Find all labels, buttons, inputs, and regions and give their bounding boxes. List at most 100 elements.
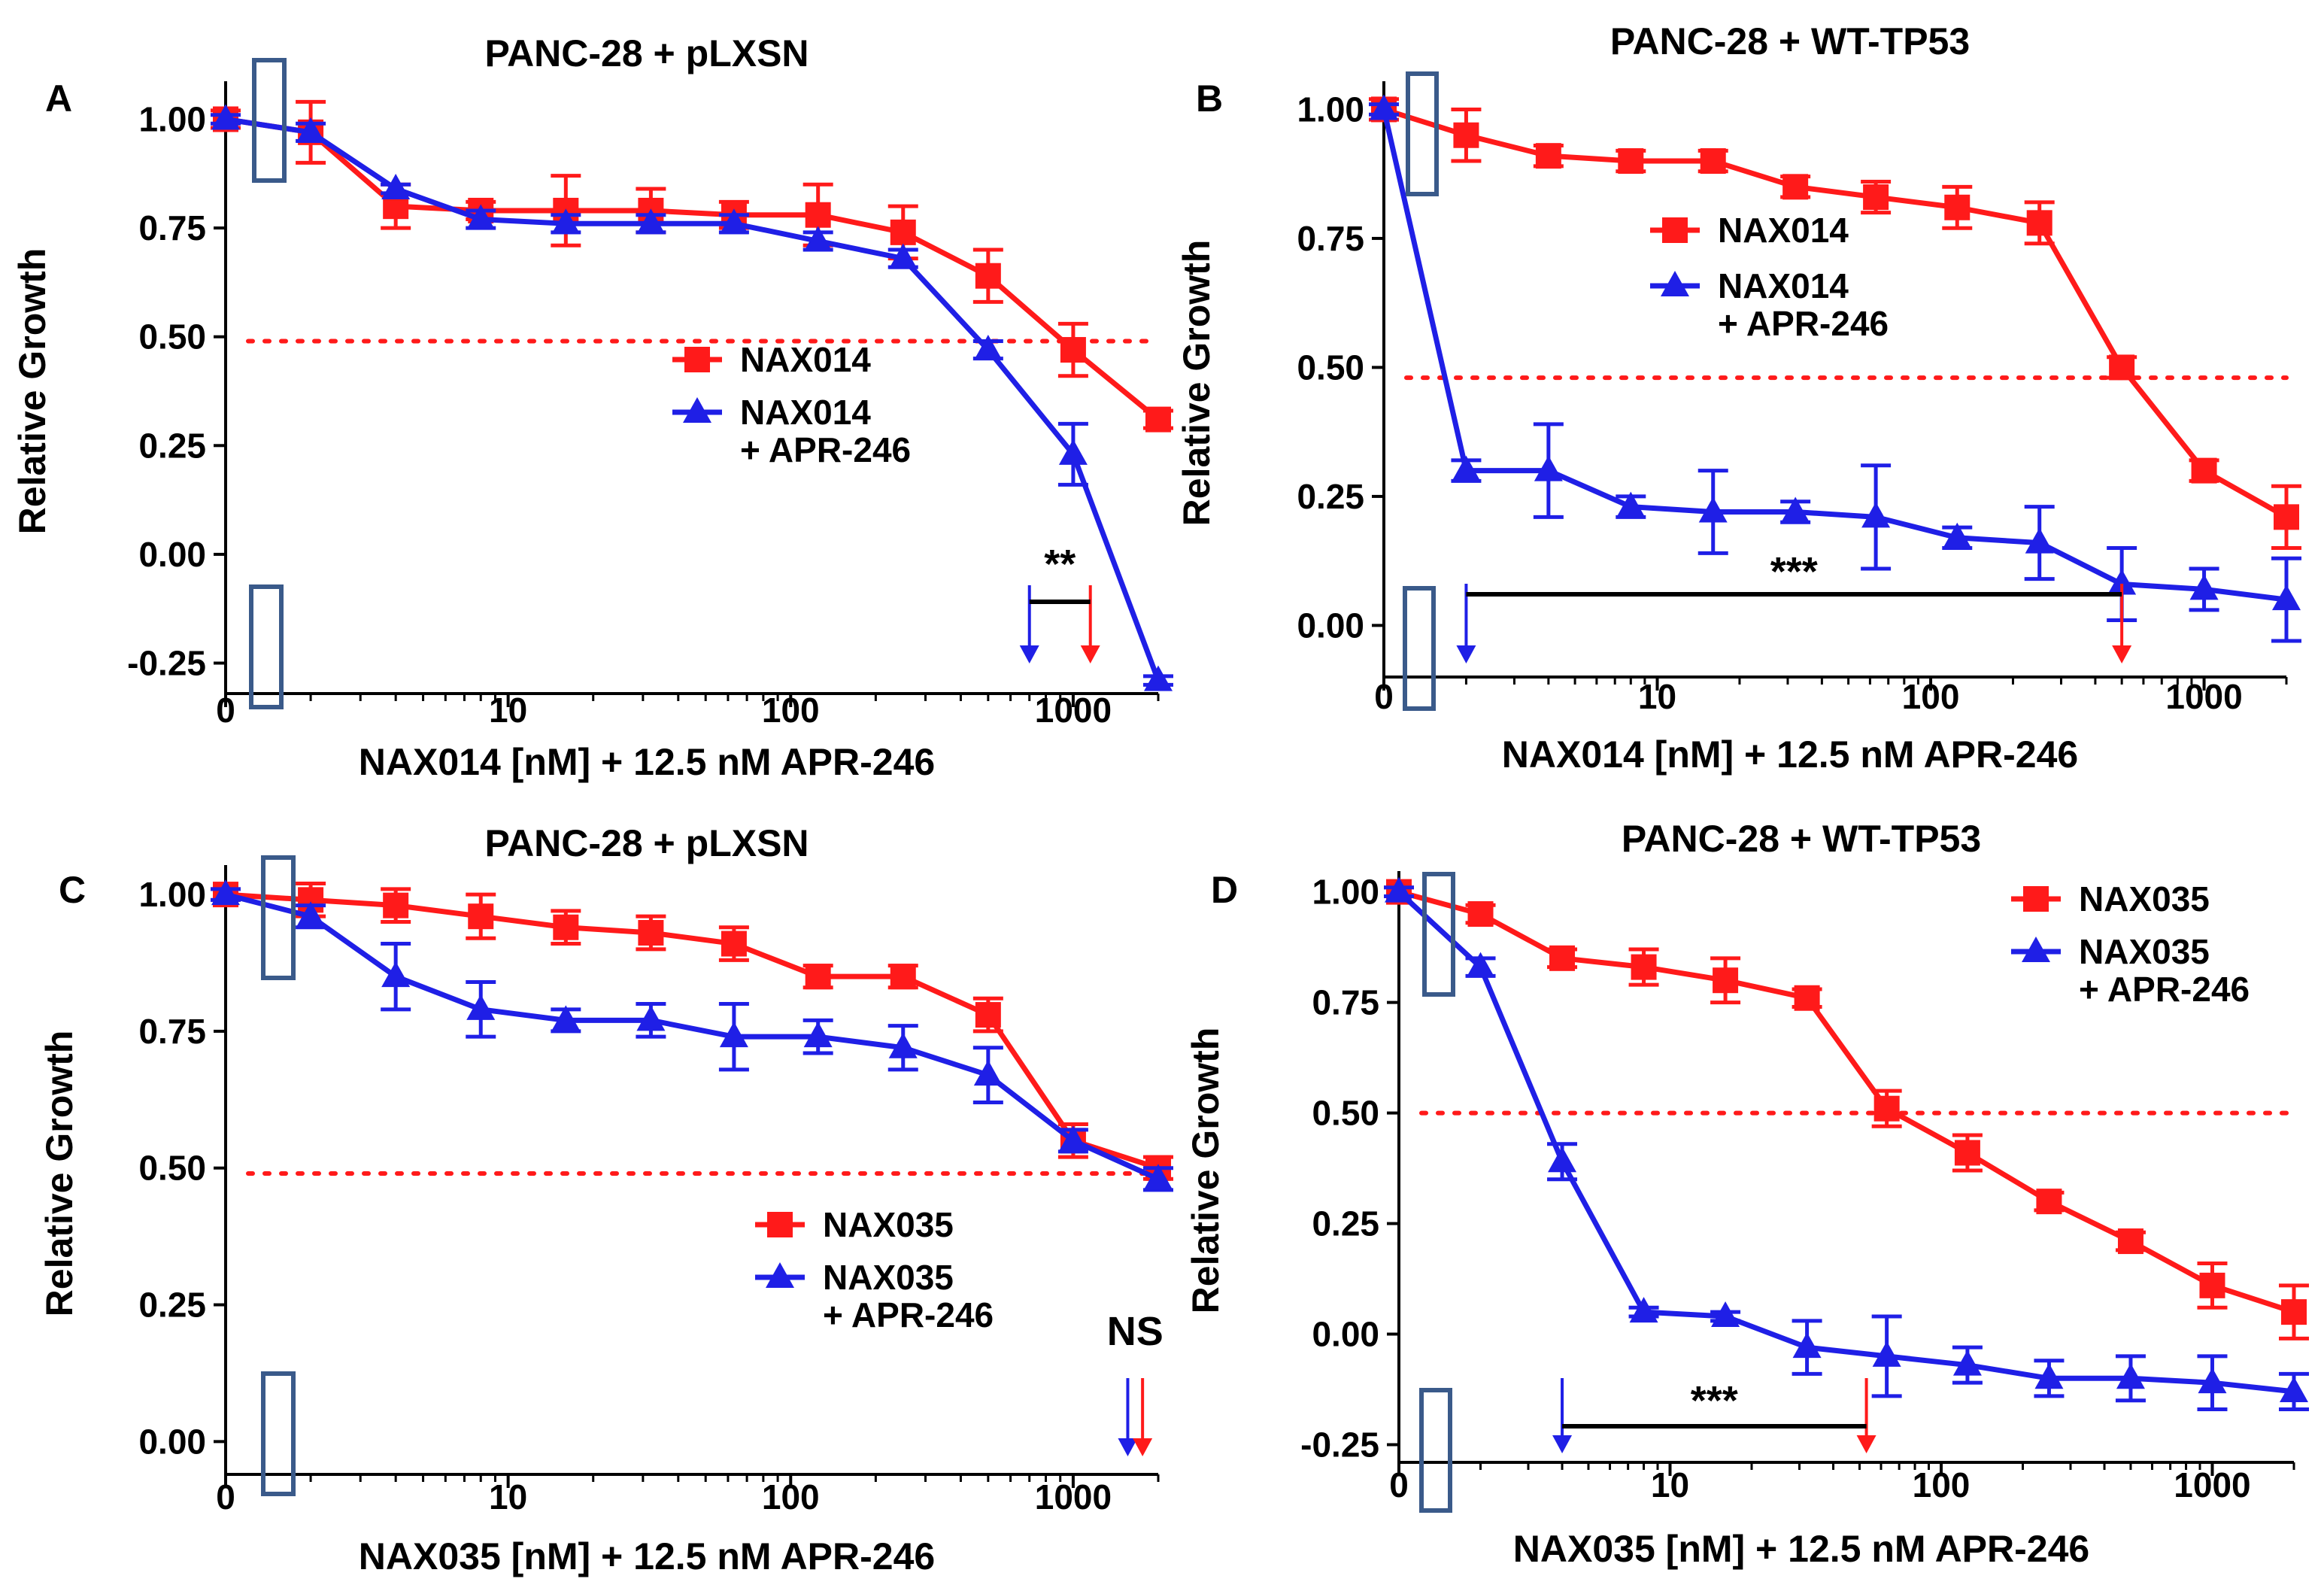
- data-point: [1616, 491, 1646, 518]
- x-tick-label: 100: [762, 691, 820, 730]
- data-point: [1145, 406, 1171, 433]
- legend-label-line2: + APR-246: [823, 1295, 994, 1334]
- axis-break-box: [261, 1371, 296, 1496]
- data-point: [805, 964, 831, 990]
- data-point: [975, 263, 1001, 289]
- x-tick-label: 100: [1913, 1465, 1971, 1504]
- data-point: [2109, 354, 2135, 381]
- legend-label-line2: + APR-246: [740, 430, 911, 469]
- legend-label: NAX035: [823, 1258, 954, 1297]
- y-tick-label: 0.25: [138, 426, 206, 465]
- data-point: [803, 1022, 833, 1048]
- legend-label-line2: + APR-246: [2079, 970, 2250, 1009]
- data-point: [1782, 174, 1809, 200]
- data-point: [1370, 94, 1398, 120]
- panel-letter: B: [1196, 77, 1223, 120]
- axis-break-box: [261, 855, 296, 980]
- legend-label: NAX035: [2079, 932, 2210, 971]
- y-tick-label: -0.25: [1300, 1425, 1379, 1464]
- data-point: [719, 208, 748, 235]
- x-tick-label: 0: [216, 691, 235, 730]
- ic50-arrow-red-head: [1080, 645, 1100, 663]
- panel-c: PANC-28 + pLXSN C NAX035 [nM] + 12.5 nM AP…: [38, 822, 1173, 1577]
- data-point: [1944, 194, 1971, 220]
- y-tick-label: 1.00: [1297, 90, 1364, 129]
- y-tick-label: 1.00: [138, 99, 206, 138]
- legend-item-blue: NAX014+ APR-246: [1650, 266, 1889, 343]
- data-point: [1060, 337, 1086, 363]
- ic50-arrow-blue-head: [1456, 645, 1476, 663]
- x-tick-label: 1000: [1035, 1477, 1112, 1517]
- series-line: [1381, 108, 2287, 603]
- legend-label: NAX035: [2079, 879, 2210, 918]
- data-point: [636, 208, 666, 235]
- legend-item-red: NAX014: [672, 340, 871, 379]
- data-point: [1058, 1125, 1088, 1152]
- data-point: [636, 1005, 666, 1031]
- panel-a: PANC-28 + pLXSN A NAX014 [nM] + 12.5 nM AP…: [11, 32, 1173, 783]
- panel-title: PANC-28 + WT-TP53: [1610, 20, 1970, 62]
- ic50-arrow-blue-head: [1019, 645, 1039, 663]
- data-point: [1861, 502, 1891, 528]
- data-point: [888, 243, 918, 269]
- data-point: [890, 964, 916, 990]
- data-point: [888, 1032, 918, 1058]
- data-point: [1058, 439, 1088, 465]
- data-point: [2107, 569, 2137, 595]
- data-point: [719, 1022, 748, 1048]
- data-point: [1794, 985, 1820, 1011]
- y-tick-label: 0.75: [1312, 983, 1379, 1022]
- legend-marker: [684, 347, 710, 372]
- ic50-arrow-red-head: [1856, 1435, 1876, 1453]
- data-point: [1631, 954, 1657, 980]
- data-point: [2281, 1299, 2307, 1325]
- significance-label: **: [1044, 542, 1076, 587]
- data-point: [2034, 1363, 2064, 1389]
- axis-break-box: [249, 584, 284, 709]
- data-point: [890, 219, 916, 245]
- data-point: [1629, 1297, 1658, 1323]
- y-tick-label: 0.50: [138, 1149, 206, 1188]
- y-tick-label: 0.75: [138, 208, 206, 247]
- x-tick-label: 1000: [2174, 1465, 2250, 1504]
- panel-letter: C: [59, 869, 86, 911]
- series-line: [1397, 890, 2295, 1395]
- x-tick-label: 100: [1902, 677, 1960, 716]
- data-point: [381, 961, 411, 988]
- data-point: [2025, 527, 2054, 554]
- data-point: [1144, 1164, 1173, 1190]
- data-point: [1954, 1140, 1980, 1166]
- series-line: [225, 891, 1160, 1182]
- axis-break-box: [1406, 71, 1439, 196]
- x-axis-title: NAX014 [nM] + 12.5 nM APR-246: [359, 741, 935, 783]
- data-point: [466, 994, 496, 1020]
- data-point: [1144, 665, 1173, 691]
- legend-item-red: NAX035: [2011, 879, 2210, 918]
- data-point: [803, 226, 833, 252]
- data-point: [466, 204, 496, 230]
- data-point: [973, 335, 1003, 361]
- series-blue: [211, 879, 1173, 1192]
- series-red: [1369, 96, 2301, 551]
- y-axis-title: Relative Growth: [38, 1031, 80, 1317]
- data-point: [2026, 210, 2052, 236]
- series-line: [225, 891, 1160, 1171]
- y-tick-label: 0.00: [1312, 1315, 1379, 1354]
- data-point: [1781, 496, 1810, 523]
- panel-letter: A: [45, 77, 72, 120]
- axis-break-box: [1419, 1388, 1452, 1513]
- y-tick-label: 0.50: [1297, 348, 1364, 387]
- significance-label: ***: [1770, 549, 1818, 594]
- data-point: [211, 879, 240, 906]
- legend-marker: [766, 1262, 794, 1288]
- legend-label: NAX014: [740, 393, 871, 432]
- panel-b: PANC-28 + WT-TP53 B NAX014 [nM] + 12.5 nM …: [1176, 20, 2301, 776]
- data-point: [296, 901, 326, 928]
- data-point: [1863, 184, 1889, 211]
- data-point: [1548, 1146, 1577, 1173]
- y-tick-label: 0.50: [138, 317, 206, 357]
- data-point: [296, 117, 326, 143]
- legend-label: NAX035: [823, 1205, 954, 1244]
- x-tick-label: 10: [1651, 1465, 1689, 1504]
- data-point: [1700, 148, 1726, 175]
